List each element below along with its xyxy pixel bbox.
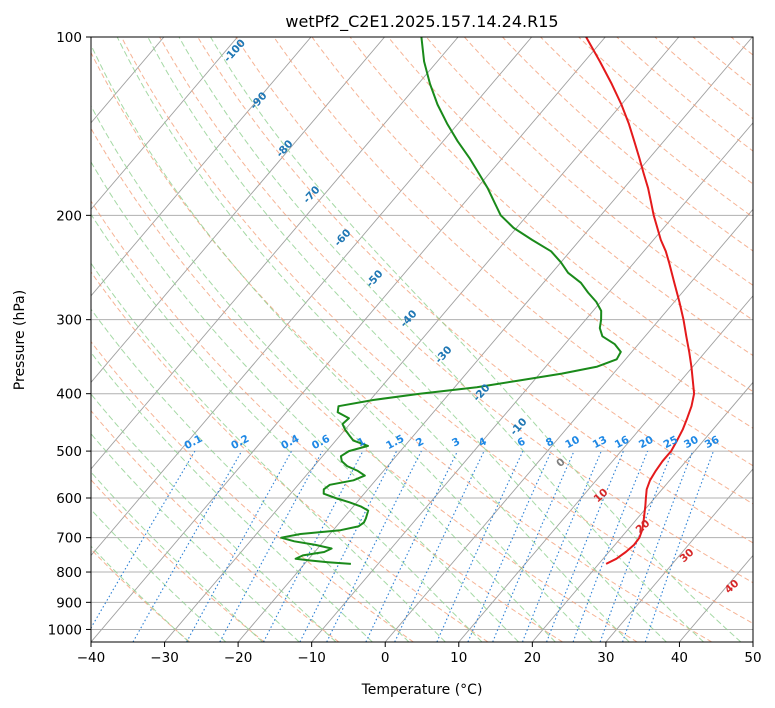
dry-adiabat-line — [159, 37, 753, 584]
y-tick-label: 800 — [56, 565, 82, 581]
mixing-ratio-line — [599, 450, 673, 642]
isotherm-line — [605, 468, 753, 642]
dry-adiabat-line — [91, 51, 713, 642]
isotherm-line — [384, 208, 753, 642]
dry-adiabat-line — [91, 340, 414, 642]
y-tick-label: 300 — [56, 313, 82, 329]
y-tick-label: 500 — [56, 444, 82, 460]
x-tick-label: 20 — [524, 650, 541, 666]
x-tick-label: 50 — [744, 650, 761, 666]
x-axis-title: Temperature (°C) — [361, 682, 483, 698]
isotherm-line — [237, 37, 753, 642]
mixing-ratio-line — [436, 450, 524, 642]
mixing-ratio-line — [467, 450, 552, 642]
plot-frame — [90, 36, 754, 643]
isotherm-line — [91, 37, 533, 557]
y-tick-label: 900 — [56, 595, 82, 611]
dry-adiabat-line — [91, 479, 265, 642]
x-tick-label: −30 — [150, 650, 179, 666]
dry-adiabat-line — [311, 37, 753, 429]
dry-adiabat-line — [235, 37, 753, 505]
mixing-ratio-line — [644, 450, 715, 642]
y-axis-title: Pressure (hPa) — [12, 290, 28, 390]
dry-adiabat-line — [349, 37, 753, 393]
moist-adiabat-line — [91, 43, 593, 642]
isotherm-line — [91, 37, 385, 384]
mixing-ratio-line — [622, 450, 694, 642]
moist-adiabat-line — [116, 37, 630, 642]
mixing-ratio-line — [492, 450, 575, 642]
temperature-profile-line — [585, 37, 696, 565]
mixing-ratio-line — [186, 450, 293, 642]
mixing-ratio-line — [572, 450, 649, 642]
moist-adiabat-line — [91, 262, 446, 642]
x-axis: −40 −30 −20 −10 0 10 20 30 40 50 — [77, 642, 762, 666]
mixing-ratio-line — [299, 450, 398, 642]
dry-adiabat-line — [91, 127, 638, 642]
x-tick-label: 10 — [450, 650, 467, 666]
y-tick-label: 400 — [56, 387, 82, 403]
moist-adiabat-line — [210, 37, 742, 642]
mixing-ratio-line — [219, 450, 323, 642]
dry-adiabat-line — [91, 200, 563, 642]
isotherm-line — [91, 37, 238, 211]
dry-adiabat-line — [578, 37, 753, 185]
x-tick-label: −40 — [77, 650, 106, 666]
x-tick-label: 30 — [597, 650, 614, 666]
x-tick-label: −20 — [224, 650, 253, 666]
y-tick-label: 1000 — [48, 622, 82, 638]
y-tick-label: 100 — [56, 30, 82, 46]
chart-title: wetPf2_C2E1.2025.157.14.24.R15 — [285, 12, 558, 32]
dry-adiabat-line — [502, 37, 753, 252]
isotherm-line — [164, 37, 680, 642]
dry-adiabat-line — [121, 37, 753, 625]
y-tick-label: 200 — [56, 208, 82, 224]
isotherm-line — [91, 37, 459, 470]
mixing-ratio-line — [546, 450, 624, 642]
moist-adiabat-line — [91, 471, 263, 642]
y-tick-label: 600 — [56, 491, 82, 507]
isotherm-line — [531, 381, 753, 642]
y-tick-label: 700 — [56, 531, 82, 547]
mixing-ratio-line — [326, 450, 422, 642]
moist-adiabat-line — [147, 37, 667, 642]
isotherm-line — [458, 295, 753, 642]
isotherm-line — [91, 37, 312, 297]
x-tick-label: 40 — [671, 650, 688, 666]
isotherm-line — [91, 37, 606, 642]
mixing-ratio-line — [521, 450, 602, 642]
dewpoint-profile-line — [280, 37, 622, 565]
background-lines — [91, 37, 753, 642]
moist-adiabat-line — [91, 104, 556, 642]
moist-adiabat-line — [91, 161, 519, 642]
moist-adiabat-line — [178, 37, 704, 642]
y-axis: 100 200 300 400 500 600 700 800 900 1000 — [48, 30, 91, 638]
dry-adiabat-line — [425, 37, 753, 321]
profile-lines — [280, 37, 696, 565]
dry-adiabat-line — [197, 37, 753, 544]
x-tick-label: −10 — [297, 650, 326, 666]
x-tick-label: 0 — [381, 650, 390, 666]
isotherm-line — [311, 122, 753, 642]
